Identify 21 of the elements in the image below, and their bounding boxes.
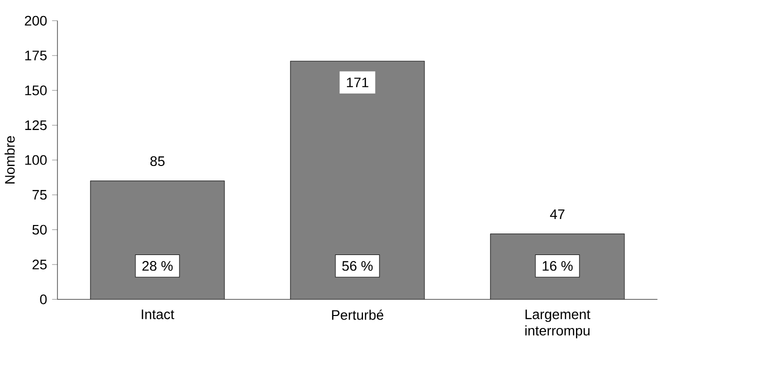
y-tick-label: 100 xyxy=(25,154,47,165)
annotation: 16 % xyxy=(542,260,573,271)
x-tick-label: Largement interrompu xyxy=(525,309,590,338)
data-label: 85 xyxy=(150,156,165,166)
y-tick-label: 125 xyxy=(25,120,47,130)
y-tick-label: 25 xyxy=(32,259,47,270)
y-tick-label: 0 xyxy=(40,294,47,304)
y-tick-label: 150 xyxy=(25,85,47,96)
bar xyxy=(290,60,425,300)
y-axis-title: Nombre xyxy=(4,136,15,184)
y-tick-label: 50 xyxy=(32,224,47,234)
x-tick-label: Intact xyxy=(142,309,174,320)
y-tick-label: 175 xyxy=(25,50,47,60)
x-tick-label: Perturbé xyxy=(332,309,384,320)
annotation: 28 % xyxy=(142,260,173,271)
data-label: 171 xyxy=(346,78,368,87)
y-tick-label: 75 xyxy=(32,190,47,200)
bar xyxy=(90,180,225,300)
annotation: 56 % xyxy=(342,260,373,271)
y-tick-label: 200 xyxy=(24,16,47,26)
data-label: 47 xyxy=(550,209,564,219)
